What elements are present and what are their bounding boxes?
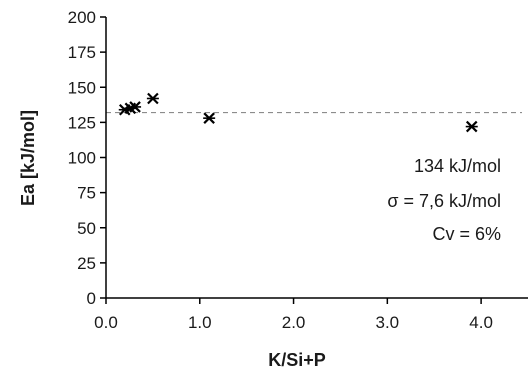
x-tick-label: 0.0 (94, 313, 118, 332)
x-tick-label: 3.0 (376, 313, 400, 332)
x-tick-label: 1.0 (188, 313, 212, 332)
y-tick-label: 175 (68, 43, 96, 62)
annotation-cv: Cv = 6% (432, 224, 501, 244)
y-tick-label: 100 (68, 149, 96, 168)
data-point (146, 92, 159, 105)
y-tick-label: 150 (68, 78, 96, 97)
y-tick-label: 125 (68, 113, 96, 132)
annotation-sigma: σ = 7,6 kJ/mol (387, 191, 501, 211)
data-point (129, 101, 142, 113)
ticks-layer: 0 25 50 75 100 125 150 175 200 0.0 1.0 2.0 3.0 4.0 (68, 8, 493, 332)
y-tick-label: 25 (77, 254, 96, 273)
y-tick-label: 50 (77, 219, 96, 238)
y-tick-label: 75 (77, 184, 96, 203)
x-tick-label: 2.0 (282, 313, 306, 332)
points-layer (118, 92, 478, 133)
x-axis-title: K/Si+P (268, 350, 326, 370)
y-tick-label: 0 (87, 289, 96, 308)
annotation-mean: 134 kJ/mol (414, 156, 501, 176)
data-point (203, 112, 216, 124)
y-tick-label: 200 (68, 8, 96, 27)
y-axis-title: Ea [kJ/mol] (18, 110, 38, 206)
data-point (465, 120, 478, 133)
x-tick-label: 4.0 (469, 313, 493, 332)
